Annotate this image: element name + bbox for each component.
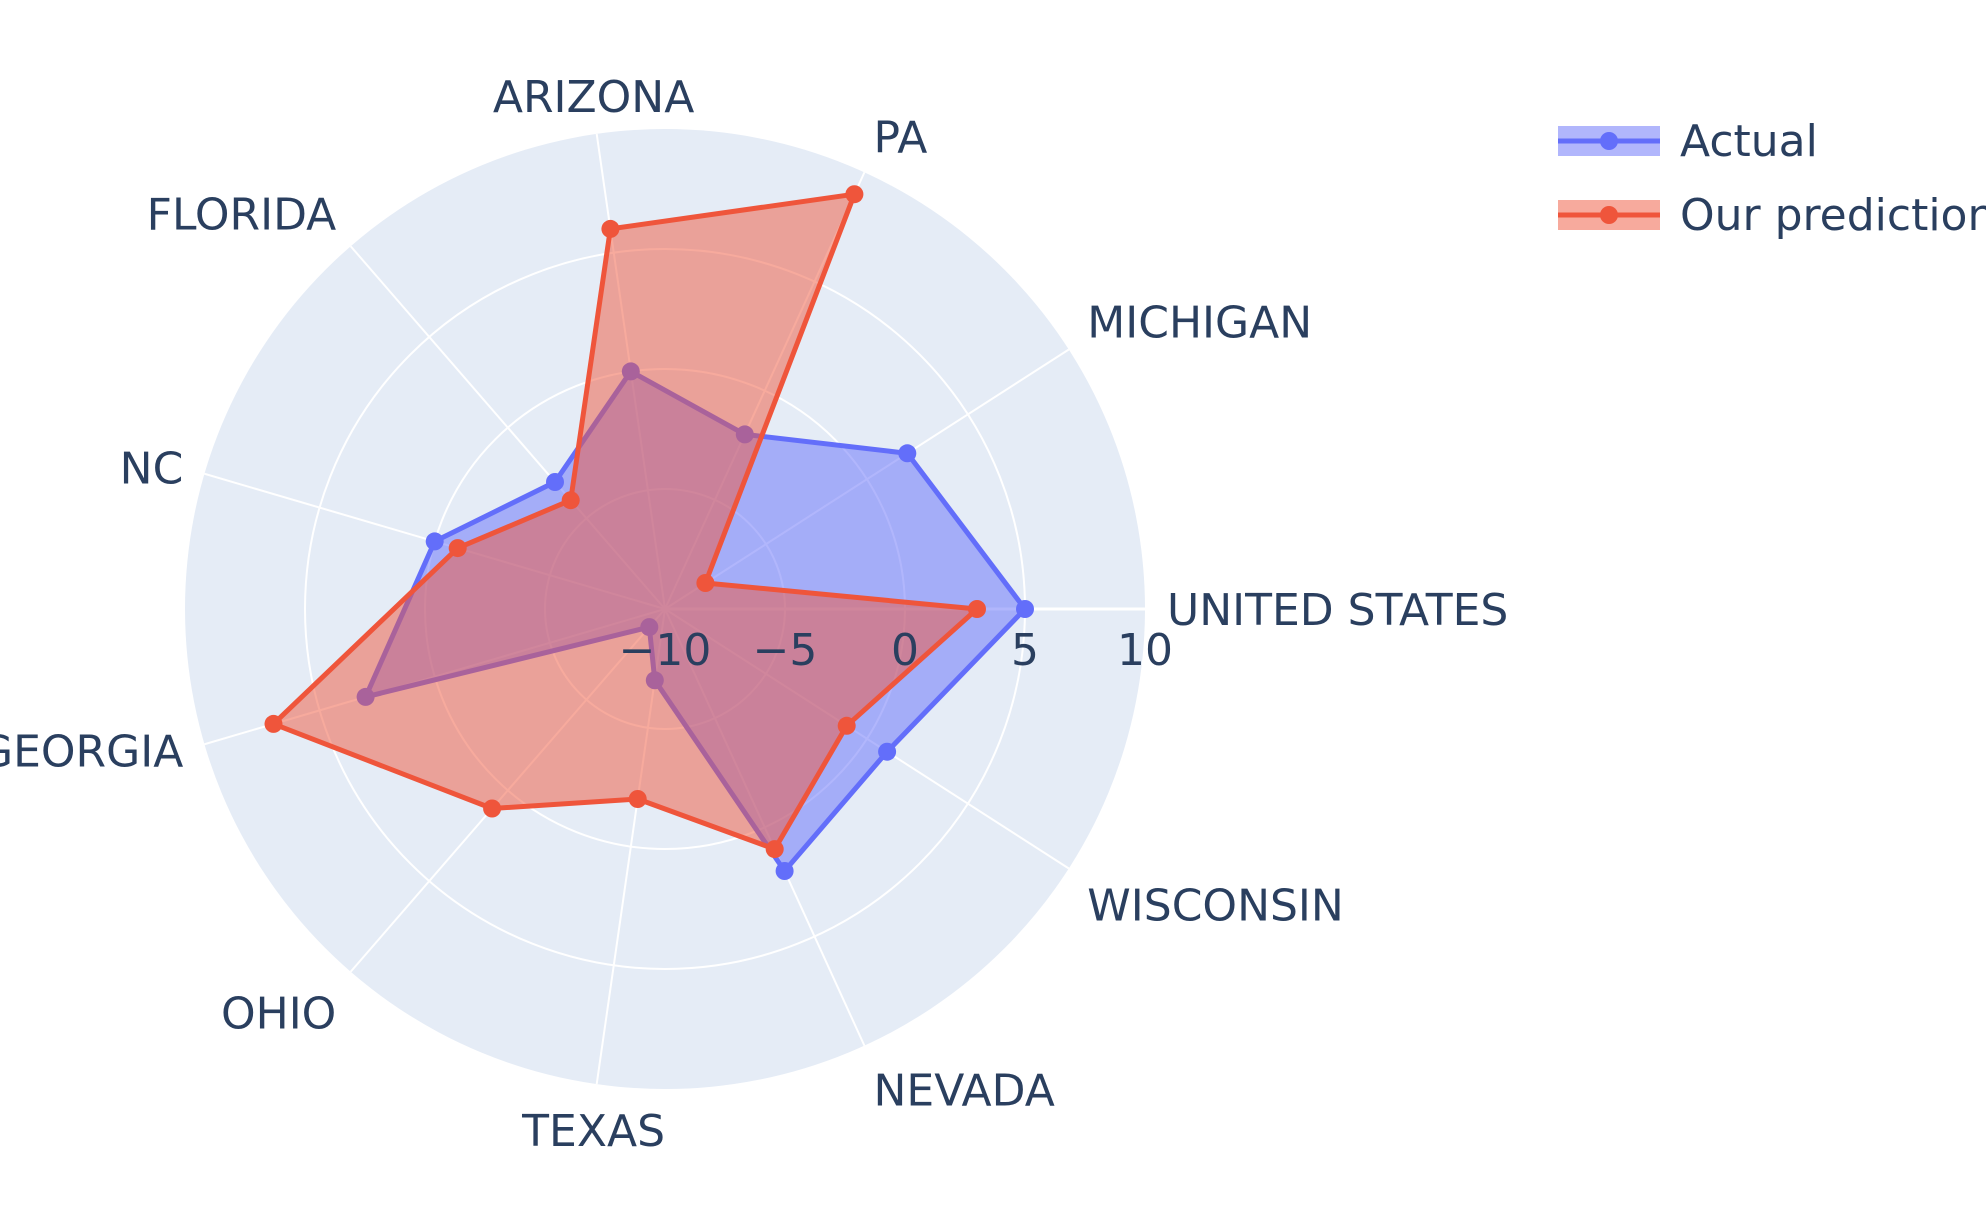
category-labels: UNITED STATES MICHIGAN PA ARIZONA FLORIDA NC G… — [0, 72, 1508, 1157]
category-label-5: NC — [120, 444, 184, 495]
category-label-2: PA — [874, 112, 928, 163]
series-1-point-9[interactable] — [765, 840, 784, 859]
category-label-10: WISCONSIN — [1087, 880, 1344, 931]
category-label-1: MICHIGAN — [1087, 298, 1312, 349]
series-0-point-0[interactable] — [1016, 600, 1034, 618]
series-1-point-2[interactable] — [845, 185, 864, 204]
radial-tick-1: −5 — [753, 625, 818, 676]
series-0-point-4[interactable] — [546, 473, 564, 491]
legend: Actual Our prediction — [1558, 116, 1986, 241]
series-1-point-1[interactable] — [696, 574, 715, 592]
series-1-point-10[interactable] — [837, 716, 856, 735]
category-label-9: NEVADA — [874, 1066, 1055, 1117]
series-1-point-3[interactable] — [601, 219, 620, 238]
category-label-4: FLORIDA — [147, 190, 337, 241]
series-1 — [264, 185, 986, 859]
series-1-point-0[interactable] — [968, 600, 986, 618]
radial-tick-labels: −10 −5 0 5 10 — [619, 625, 1173, 676]
series-0-point-1[interactable] — [898, 444, 917, 463]
category-label-7: OHIO — [221, 988, 336, 1039]
series-0-point-9[interactable] — [775, 862, 794, 880]
series-1-point-8[interactable] — [628, 790, 647, 808]
legend-item-actual[interactable]: Actual — [1558, 116, 1818, 167]
legend-label-actual: Actual — [1680, 116, 1818, 167]
legend-marker-prediction — [1600, 206, 1618, 224]
series-1-point-7[interactable] — [483, 799, 502, 818]
radial-tick-3: 5 — [1011, 625, 1039, 676]
legend-marker-actual — [1600, 132, 1618, 150]
series-0-point-10[interactable] — [878, 742, 897, 761]
category-label-6: GEORGIA — [0, 726, 183, 777]
series-1-point-5[interactable] — [448, 539, 467, 558]
legend-label-prediction: Our prediction — [1680, 190, 1986, 241]
legend-item-prediction[interactable]: Our prediction — [1558, 190, 1986, 241]
series-1-point-6[interactable] — [264, 714, 283, 733]
series-1-point-4[interactable] — [561, 491, 580, 510]
radial-tick-0: −10 — [619, 625, 712, 676]
radial-tick-4: 10 — [1117, 625, 1173, 676]
category-label-8: TEXAS — [521, 1106, 665, 1157]
series-layer — [264, 185, 1034, 880]
category-label-3: ARIZONA — [493, 72, 694, 123]
category-label-0: UNITED STATES — [1167, 585, 1508, 636]
radial-tick-2: 0 — [891, 625, 919, 676]
series-1-area — [271, 191, 980, 852]
series-0-point-5[interactable] — [425, 532, 444, 551]
